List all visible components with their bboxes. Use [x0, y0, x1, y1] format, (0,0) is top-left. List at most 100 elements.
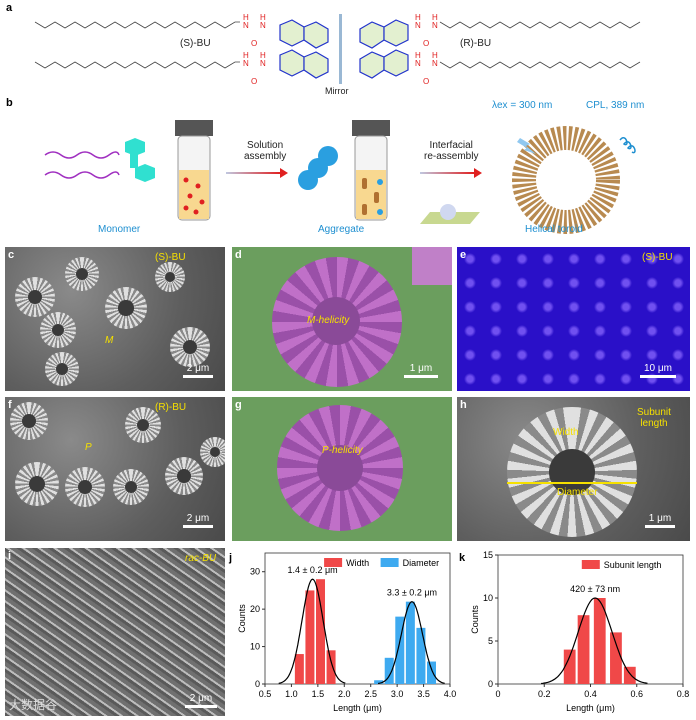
svg-text:O: O [423, 39, 429, 48]
monomer-label: Monomer [98, 224, 141, 235]
svg-text:N: N [243, 59, 249, 68]
legend-swatch [380, 558, 399, 567]
mirror-line [339, 14, 342, 84]
toroid-false-color [272, 257, 402, 387]
histogram-bar [374, 680, 384, 684]
x-tick-label: 1.0 [285, 689, 298, 699]
panel-label-d: d [235, 249, 242, 261]
y-tick-label: 10 [250, 642, 260, 652]
y-tick-label: 5 [488, 636, 493, 646]
legend-label: Subunit length [604, 560, 662, 570]
y-tick-label: 10 [483, 593, 493, 603]
histogram-bar [326, 650, 336, 684]
subunit-length-label: Subunit length [637, 407, 671, 429]
sem-image-f: f (R)-BU P 2 μm [5, 397, 225, 541]
fit-annotation: 1.4 ± 0.2 μm [287, 565, 337, 575]
s-bu-tag: (S)-BU [155, 252, 186, 263]
y-tick-label: 0 [255, 679, 260, 689]
panel-label-f: f [8, 399, 12, 411]
cpl-helix-icon [619, 137, 636, 154]
y-tick-label: 30 [250, 567, 260, 577]
arrow-interfacial-reassembly [420, 172, 474, 174]
histogram-bar [305, 590, 315, 684]
gaussian-fit-curve [278, 578, 346, 684]
y-axis-label: Counts [470, 605, 480, 634]
sem-image-c: c (S)-BU M 2 μm [5, 247, 225, 391]
binaphthyl-r [359, 19, 409, 79]
droplet [440, 204, 456, 220]
histogram-bar [416, 627, 426, 684]
x-tick-label: 4.0 [444, 689, 457, 699]
width-label: Width [553, 427, 579, 438]
diameter-label: Diameter [557, 487, 598, 498]
alkyl-chain [439, 21, 641, 29]
svg-text:H: H [243, 13, 249, 22]
m-helicity-label: M-helicity [307, 315, 350, 326]
toroid-false-color [277, 405, 403, 531]
svg-text:H: H [260, 13, 266, 22]
y-tick-label: 20 [250, 604, 260, 614]
histogram-bar [384, 657, 394, 684]
x-tick-label: 0.6 [630, 689, 643, 699]
panel-label-b: b [6, 97, 13, 109]
x-tick-label: 3.5 [417, 689, 430, 699]
alkyl-chain [34, 21, 240, 29]
plot-frame [497, 554, 684, 685]
y-axis-label: Counts [237, 604, 247, 633]
arrow-solution-assembly [226, 172, 280, 174]
scale-bar: 2 μm [185, 693, 217, 708]
fit-annotation: 3.3 ± 0.2 μm [387, 588, 437, 598]
x-tick-label: 0.2 [538, 689, 551, 699]
excitation-label: λex = 300 nm [492, 100, 553, 111]
legend-swatch [324, 558, 343, 567]
panel-label-i: i [8, 550, 12, 562]
m-helicity-tag: M [105, 335, 114, 346]
gaussian-fit-curve [377, 601, 445, 685]
svg-text:H: H [243, 51, 249, 60]
svg-text:H: H [415, 51, 421, 60]
chart-j: 0.5 1.0 1.5 2.0 2.5 3.0 3.5 4.0 0 10 20 30 Length (μ… [237, 552, 457, 713]
aggregate-spheres [298, 146, 338, 190]
chart-k: 0 0.2 0.4 0.6 0.8 0 5 10 15 Length (μm) Counts Subu… [470, 550, 689, 713]
alkyl-chain [34, 61, 240, 69]
mirror-label: Mirror [325, 86, 349, 96]
x-axis-label: Length (μm) [566, 703, 615, 713]
svg-text:H: H [432, 51, 438, 60]
rac-bu-tag: rac-BU [185, 553, 217, 564]
fit-annotation: 420 ± 73 nm [570, 584, 620, 594]
y-tick-label: 0 [488, 679, 493, 689]
legend-label: Diameter [403, 558, 440, 568]
x-tick-label: 2.5 [364, 689, 377, 699]
lightning-icon [517, 138, 536, 154]
svg-text:H: H [432, 13, 438, 22]
sem-image-h: h Width Subunit length Diameter 1 μm [457, 397, 690, 541]
p-helicity-tag: P [85, 442, 92, 453]
s-bu-tag: (S)-BU [642, 252, 673, 263]
svg-text:N: N [260, 21, 266, 30]
panel-label-g: g [235, 399, 242, 411]
histogram-bar [395, 616, 405, 684]
svg-text:O: O [251, 77, 257, 86]
legend-label: Width [346, 558, 369, 568]
panel-label-h: h [460, 399, 467, 411]
scale-bar: 2 μm [183, 363, 213, 378]
svg-text:O: O [251, 39, 257, 48]
x-tick-label: 0.5 [259, 689, 272, 699]
s-bu-label: (S)-BU [180, 38, 211, 49]
x-axis-label: Length (μm) [333, 703, 382, 713]
watermark: 大数据谷 [9, 698, 58, 712]
x-tick-label: 2.0 [338, 689, 351, 699]
scale-bar: 10 μm [640, 363, 676, 378]
x-tick-label: 0.4 [584, 689, 597, 699]
histogram-bar [427, 661, 436, 684]
panel-label-e: e [460, 249, 467, 261]
vial-monomer [175, 120, 213, 221]
histogram-bar [294, 654, 304, 684]
sem-image-d: d M-helicity 1 μm [232, 247, 452, 391]
histogram-bar [577, 615, 590, 684]
svg-text:N: N [260, 59, 266, 68]
monomer-chain [44, 171, 120, 179]
svg-text:N: N [415, 21, 421, 30]
